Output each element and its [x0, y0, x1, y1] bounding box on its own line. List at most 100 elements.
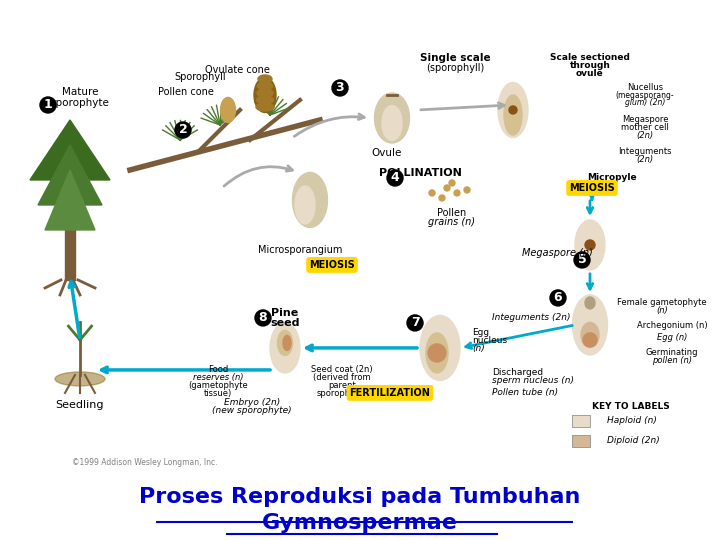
Text: tissue): tissue) — [204, 389, 232, 399]
Text: Nucellus: Nucellus — [627, 84, 663, 92]
FancyBboxPatch shape — [572, 435, 590, 447]
Text: Food: Food — [208, 366, 228, 374]
Text: Sporophyll: Sporophyll — [174, 72, 226, 82]
Text: (n): (n) — [656, 306, 668, 315]
Text: Egg (n): Egg (n) — [657, 333, 687, 342]
Text: 1: 1 — [44, 98, 53, 111]
Ellipse shape — [292, 172, 328, 227]
Ellipse shape — [426, 333, 448, 373]
Ellipse shape — [581, 322, 599, 347]
Text: (derived from: (derived from — [313, 374, 371, 382]
Text: (n): (n) — [472, 345, 485, 354]
Text: (2n): (2n) — [636, 156, 654, 165]
Text: 7: 7 — [410, 316, 419, 329]
Text: through: through — [570, 62, 611, 71]
FancyBboxPatch shape — [572, 415, 590, 427]
Text: (2n): (2n) — [636, 131, 654, 140]
Text: Scale sectioned: Scale sectioned — [550, 53, 630, 63]
Text: seed: seed — [270, 318, 300, 328]
Text: MEIOSIS: MEIOSIS — [309, 260, 355, 270]
Text: sporophyte): sporophyte) — [317, 389, 367, 399]
Ellipse shape — [295, 186, 315, 224]
Text: Female gametophyte: Female gametophyte — [617, 299, 707, 307]
Text: Mature: Mature — [62, 87, 98, 97]
Text: Pine: Pine — [271, 308, 299, 318]
Ellipse shape — [420, 315, 460, 380]
Text: Integuments (2n): Integuments (2n) — [492, 313, 570, 322]
Text: ovule: ovule — [576, 70, 604, 78]
Circle shape — [464, 187, 470, 193]
Text: 8: 8 — [258, 312, 267, 325]
Text: MEIOSIS: MEIOSIS — [569, 183, 615, 193]
Text: Egg: Egg — [472, 328, 489, 338]
Text: (gametophyte: (gametophyte — [188, 381, 248, 390]
Text: Diploid (2n): Diploid (2n) — [607, 436, 660, 446]
Text: POLLINATION: POLLINATION — [379, 168, 462, 178]
Circle shape — [429, 190, 435, 196]
Circle shape — [428, 344, 446, 362]
Ellipse shape — [382, 105, 402, 140]
Text: KEY TO LABELS: KEY TO LABELS — [592, 402, 670, 411]
Text: FERTILIZATION: FERTILIZATION — [350, 388, 431, 398]
Text: Haploid (n): Haploid (n) — [607, 416, 657, 426]
Circle shape — [387, 170, 403, 186]
Ellipse shape — [270, 323, 300, 373]
Text: Seed coat (2n): Seed coat (2n) — [311, 366, 373, 374]
Ellipse shape — [220, 98, 235, 123]
Text: Seedling: Seedling — [55, 400, 104, 410]
Text: mother cell: mother cell — [621, 124, 669, 132]
Ellipse shape — [283, 335, 291, 350]
Ellipse shape — [256, 103, 274, 111]
Text: Micropyle: Micropyle — [588, 173, 636, 183]
Circle shape — [444, 185, 450, 191]
Ellipse shape — [374, 93, 410, 143]
Text: 3: 3 — [336, 82, 344, 94]
Circle shape — [175, 122, 191, 138]
Ellipse shape — [257, 89, 273, 97]
Text: (megasporang-: (megasporang- — [616, 91, 675, 100]
Circle shape — [439, 195, 445, 201]
Circle shape — [407, 315, 423, 331]
Text: Pollen cone: Pollen cone — [158, 87, 214, 97]
Ellipse shape — [256, 96, 274, 104]
Text: 6: 6 — [554, 292, 562, 305]
Circle shape — [550, 290, 566, 306]
Text: gium) (2n): gium) (2n) — [625, 98, 665, 107]
Text: Pollen: Pollen — [437, 208, 467, 218]
Circle shape — [509, 106, 517, 114]
Text: Megaspore (n): Megaspore (n) — [522, 248, 593, 258]
Circle shape — [454, 190, 460, 196]
Ellipse shape — [277, 330, 292, 355]
Text: pollen (n): pollen (n) — [652, 356, 692, 366]
Text: nucleus: nucleus — [472, 336, 507, 346]
Ellipse shape — [254, 77, 276, 112]
Text: Ovulate cone: Ovulate cone — [204, 65, 269, 75]
Text: Proses Reproduksi pada Tumbuhan
Gymnospermae: Proses Reproduksi pada Tumbuhan Gymnospe… — [139, 487, 581, 533]
Text: 2: 2 — [179, 124, 187, 137]
Text: reserves (n): reserves (n) — [193, 374, 243, 382]
Text: parent: parent — [328, 381, 356, 390]
Circle shape — [449, 180, 455, 186]
Text: Pollen tube (n): Pollen tube (n) — [492, 388, 558, 397]
Text: Ovule: Ovule — [372, 148, 402, 158]
Polygon shape — [45, 170, 95, 230]
Ellipse shape — [572, 295, 608, 355]
Circle shape — [40, 97, 56, 113]
Ellipse shape — [585, 297, 595, 309]
Ellipse shape — [258, 75, 272, 83]
Text: ©1999 Addison Wesley Longman, Inc.: ©1999 Addison Wesley Longman, Inc. — [72, 458, 217, 468]
Text: Discharged: Discharged — [492, 368, 543, 377]
Text: grains (n): grains (n) — [428, 217, 475, 227]
Text: Embryo (2n): Embryo (2n) — [224, 399, 280, 407]
Polygon shape — [30, 120, 110, 180]
Text: Germinating: Germinating — [646, 348, 698, 357]
Text: 5: 5 — [577, 253, 586, 266]
Ellipse shape — [55, 372, 105, 386]
Text: sporophyte: sporophyte — [50, 98, 109, 108]
Text: (sporophyll): (sporophyll) — [426, 63, 484, 73]
Text: Microsporangium: Microsporangium — [258, 245, 342, 255]
Text: (new sporophyte): (new sporophyte) — [212, 407, 292, 415]
Text: sperm nucleus (n): sperm nucleus (n) — [492, 376, 574, 386]
Circle shape — [585, 240, 595, 250]
Polygon shape — [38, 145, 102, 205]
